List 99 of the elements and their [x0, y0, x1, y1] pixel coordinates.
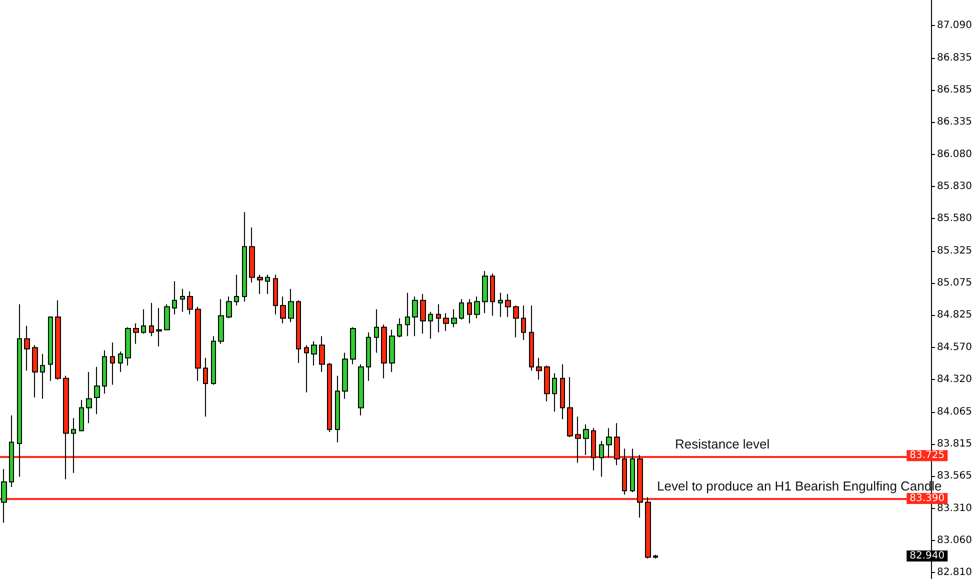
candlestick	[630, 448, 635, 493]
candlestick	[420, 293, 426, 334]
y-tick-label: 83.565	[937, 470, 972, 482]
candlestick	[273, 274, 278, 315]
candlestick	[412, 296, 418, 337]
candlestick	[48, 316, 53, 382]
candlestick	[71, 417, 76, 474]
y-tick-label: 85.325	[937, 246, 972, 257]
candlestick	[381, 324, 387, 379]
candlestick	[118, 350, 123, 372]
candlestick	[490, 273, 495, 316]
candlestick	[366, 332, 371, 382]
y-tick-label: 84.825	[937, 310, 972, 321]
candlestick	[327, 362, 332, 433]
candlestick	[195, 306, 201, 382]
candlestick	[110, 342, 115, 386]
candlestick	[389, 329, 395, 372]
candlestick	[428, 311, 433, 340]
candlestick	[164, 304, 170, 330]
candlestick	[55, 300, 61, 380]
y-tick-label: 85.075	[937, 278, 972, 289]
y-tick-label: 84.065	[937, 406, 972, 418]
candlestick	[536, 357, 542, 380]
candlestick	[172, 280, 177, 315]
candlestick	[187, 290, 193, 315]
y-tick-label: 84.570	[937, 342, 972, 354]
candlestick	[242, 212, 247, 302]
annotation: 82.940	[910, 550, 945, 562]
y-tick-label: 86.835	[937, 52, 972, 64]
candlestick	[156, 308, 162, 347]
candlestick	[265, 274, 270, 294]
candlestick	[234, 274, 239, 306]
candlestick	[560, 364, 565, 420]
candlestick	[24, 325, 30, 372]
candlestick	[374, 308, 379, 354]
candlestick	[180, 288, 185, 312]
candlestick	[459, 298, 464, 320]
y-tick-label: 82.810	[937, 567, 972, 578]
candlestick	[102, 350, 107, 394]
candlestick	[133, 322, 139, 344]
y-tick-label: 86.080	[937, 149, 972, 160]
candlestick	[405, 292, 410, 337]
y-tick-label: 83.815	[937, 438, 972, 450]
candlestick	[9, 414, 14, 488]
candlestick	[257, 274, 263, 294]
candlestick	[567, 376, 573, 438]
candlestick	[288, 288, 294, 323]
candlestick	[350, 326, 356, 365]
candlestick	[125, 326, 131, 366]
candlestick	[203, 357, 208, 418]
candlestick	[94, 366, 100, 415]
candlestick	[86, 371, 92, 424]
annotation: 83.390	[910, 492, 945, 504]
candlestick	[311, 340, 317, 366]
y-tick-label: 86.585	[937, 84, 972, 96]
y-tick-label: 84.320	[937, 374, 972, 386]
candlestick	[599, 440, 604, 478]
candlestick	[358, 364, 364, 416]
candlestick	[482, 270, 488, 314]
candlestick	[141, 308, 146, 334]
candlestick	[552, 372, 557, 412]
candlestick	[544, 365, 550, 402]
candlestick	[521, 304, 526, 340]
candlestick	[218, 298, 224, 344]
candlestick	[17, 304, 22, 478]
candlestick	[211, 336, 216, 386]
candlestick	[606, 428, 612, 458]
candlestick	[249, 227, 255, 283]
candlestick	[397, 318, 402, 338]
candlestick	[79, 400, 84, 432]
candlestick	[335, 375, 340, 443]
y-tick-label: 85.580	[937, 213, 972, 224]
candlestick	[467, 298, 472, 324]
candlestick	[443, 312, 449, 332]
y-tick-label: 86.335	[937, 116, 972, 128]
candlestick	[304, 344, 309, 393]
candlestick	[342, 352, 348, 400]
candlestick	[474, 296, 480, 319]
ref-line-label: Resistance level	[675, 436, 770, 452]
candlestick	[40, 354, 45, 400]
y-tick-label: 85.830	[937, 181, 972, 192]
candlestick	[319, 336, 325, 372]
candlestick	[1, 468, 7, 524]
candlestick	[32, 344, 38, 398]
y-tick-label: 83.060	[937, 535, 972, 546]
annotation: 83.725	[910, 450, 945, 462]
y-tick-label: 87.090	[937, 20, 972, 32]
candlestick	[436, 304, 441, 333]
candlestick	[583, 424, 589, 456]
candlestick	[505, 293, 511, 318]
candlestick	[513, 304, 519, 338]
candlestick	[498, 292, 503, 318]
candlestick	[451, 308, 457, 328]
candlestick	[296, 300, 301, 364]
candlestick	[280, 296, 286, 324]
candlestick	[529, 304, 534, 372]
y-tick-label: 83.310	[937, 503, 972, 514]
candlestick	[149, 302, 154, 337]
candlestick	[226, 296, 232, 319]
